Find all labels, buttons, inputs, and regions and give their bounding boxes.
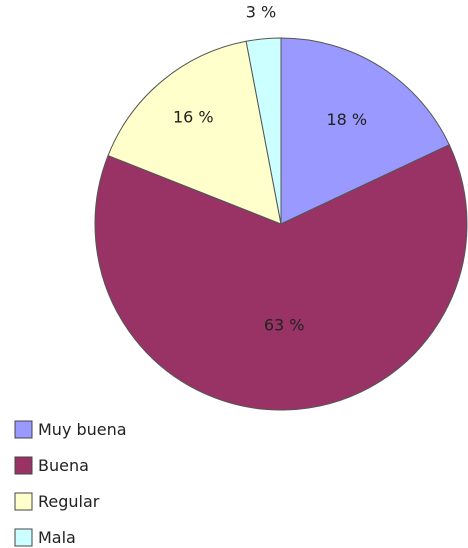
legend-swatch-muy-buena: [14, 420, 33, 439]
pie-slice-muy-buena: [280, 37, 450, 225]
legend-swatch-regular: [14, 492, 33, 511]
data-label-regular: 16 %: [173, 107, 214, 126]
legend: Muy buena Buena Regular Mala: [14, 420, 127, 547]
data-label-buena: 63 %: [264, 316, 305, 335]
legend-swatch-mala: [14, 528, 33, 547]
pie-slice-mala: [245, 37, 282, 225]
legend-label-buena: Buena: [38, 456, 89, 475]
pie-data-labels: 18 % 63 % 16 % 3 %: [173, 2, 367, 334]
legend-label-regular: Regular: [38, 492, 100, 511]
legend-label-muy-buena: Muy buena: [38, 420, 127, 439]
legend-swatch-buena: [14, 456, 33, 475]
data-label-muy-buena: 18 %: [326, 110, 367, 129]
pie-slices: [94, 37, 468, 411]
pie-slice-buena: [94, 144, 468, 411]
data-label-mala: 3 %: [246, 2, 276, 21]
pie-slice-regular: [107, 40, 282, 225]
legend-label-mala: Mala: [38, 528, 76, 547]
